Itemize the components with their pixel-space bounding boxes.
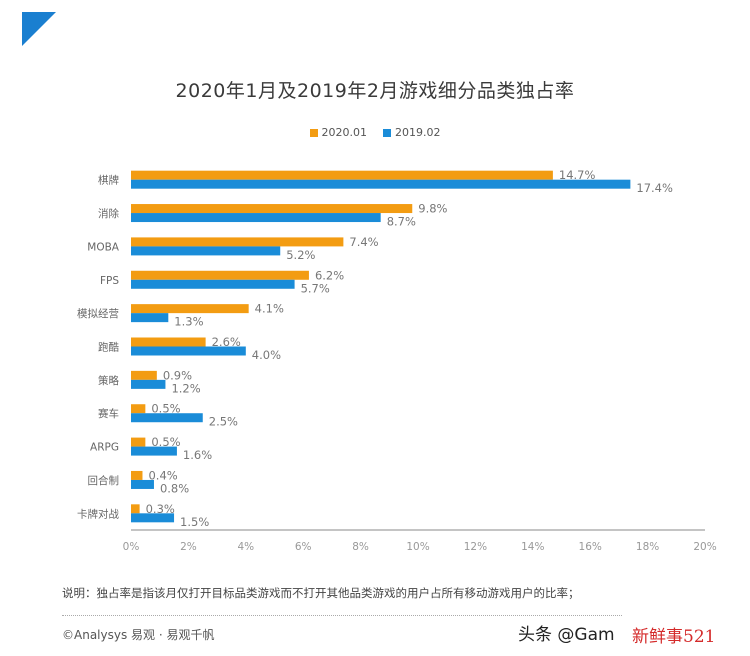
legend-item-2019: 2019.02 — [383, 126, 441, 139]
category-label: FPS — [100, 275, 119, 287]
category-label: 棋牌 — [98, 174, 119, 187]
category-label: 策略 — [98, 374, 119, 387]
bar-2020 — [131, 270, 309, 280]
data-label: 6.2% — [315, 268, 344, 282]
x-tick-label: 10% — [406, 541, 429, 553]
x-tick-label: 12% — [464, 541, 487, 553]
chart-legend: 2020.01 2019.02 — [0, 126, 750, 139]
bar-2020 — [131, 237, 344, 247]
data-label: 2.5% — [209, 415, 238, 429]
x-tick-label: 4% — [237, 541, 254, 553]
bar-2020 — [131, 204, 413, 214]
data-label: 0.5% — [151, 435, 180, 449]
toutiao-watermark: 头条 @Gam — [518, 625, 615, 645]
corner-triangle-logo — [22, 12, 56, 46]
red-watermark: 新鲜事521 — [632, 627, 716, 647]
data-label: 1.3% — [174, 315, 203, 329]
note-divider — [62, 615, 622, 616]
chart-note: 说明：独占率是指该月仅打开目标品类游戏而不打开其他品类游戏的用户占所有移动游戏用… — [62, 586, 580, 600]
chart-title: 2020年1月及2019年2月游戏细分品类独占率 — [175, 80, 575, 102]
legend-label-2020: 2020.01 — [321, 126, 368, 139]
bar-2019 — [131, 446, 177, 456]
x-tick-label: 8% — [352, 541, 369, 553]
bar-2020 — [131, 170, 553, 180]
data-label: 0.5% — [151, 402, 180, 416]
data-label: 0.9% — [163, 368, 192, 382]
data-label: 0.4% — [148, 468, 177, 482]
bar-2019 — [131, 179, 631, 189]
category-label: 卡牌对战 — [77, 507, 119, 520]
x-tick-label: 14% — [521, 541, 544, 553]
x-tick-label: 2% — [180, 541, 197, 553]
x-tick-label: 16% — [579, 541, 602, 553]
bar-2020 — [131, 470, 143, 480]
bar-2019 — [131, 513, 175, 523]
data-label: 17.4% — [636, 181, 673, 195]
legend-swatch-2019 — [383, 128, 391, 137]
category-label: MOBA — [87, 241, 120, 253]
bar-2020 — [131, 370, 157, 380]
bar-chart: 0% 2% 4% 6% 8% 10% 12% 14% 16% 18% 20% 棋牌 14.7% 17.4%… — [77, 168, 717, 553]
bar-2020 — [131, 337, 206, 347]
bar-2019 — [131, 313, 169, 323]
data-label: 1.2% — [171, 381, 200, 395]
data-label: 2.6% — [212, 335, 241, 349]
data-label: 9.8% — [418, 202, 447, 216]
data-label: 0.3% — [146, 502, 175, 516]
bar-2019 — [131, 379, 166, 389]
bar-2019 — [131, 213, 381, 223]
data-label: 7.4% — [349, 235, 378, 249]
legend-item-2020: 2020.01 — [309, 126, 368, 139]
data-label: 14.7% — [559, 168, 596, 182]
bar-2019 — [131, 479, 154, 489]
data-label: 4.0% — [252, 348, 281, 362]
bar-2019 — [131, 346, 246, 356]
data-label: 4.1% — [255, 302, 284, 316]
data-label: 5.7% — [301, 281, 330, 295]
category-label: 模拟经营 — [77, 307, 119, 320]
legend-label-2019: 2019.02 — [395, 126, 441, 139]
category-label: 回合制 — [88, 474, 120, 487]
data-label: 5.2% — [286, 248, 315, 262]
x-tick-label: 6% — [295, 541, 312, 553]
bar-2019 — [131, 413, 203, 423]
data-label: 8.7% — [387, 215, 416, 229]
category-label: ARPG — [90, 442, 119, 454]
data-label: 1.6% — [183, 448, 212, 462]
bar-2020 — [131, 437, 146, 447]
bar-2019 — [131, 246, 281, 256]
x-tick-label: 18% — [636, 541, 659, 553]
bar-2020 — [131, 404, 146, 414]
x-tick-label: 0% — [123, 541, 140, 553]
category-label: 赛车 — [98, 407, 119, 420]
source-credit: ©Analysys 易观 · 易观千帆 — [62, 628, 215, 642]
data-label: 0.8% — [160, 481, 189, 495]
category-label: 消除 — [98, 207, 119, 220]
bar-2019 — [131, 279, 295, 289]
x-tick-label: 20% — [693, 541, 716, 553]
legend-swatch-2020 — [309, 128, 318, 137]
category-label: 跑酷 — [98, 341, 119, 354]
data-label: 1.5% — [180, 515, 209, 529]
bar-2020 — [131, 504, 140, 514]
bar-2020 — [131, 304, 249, 314]
